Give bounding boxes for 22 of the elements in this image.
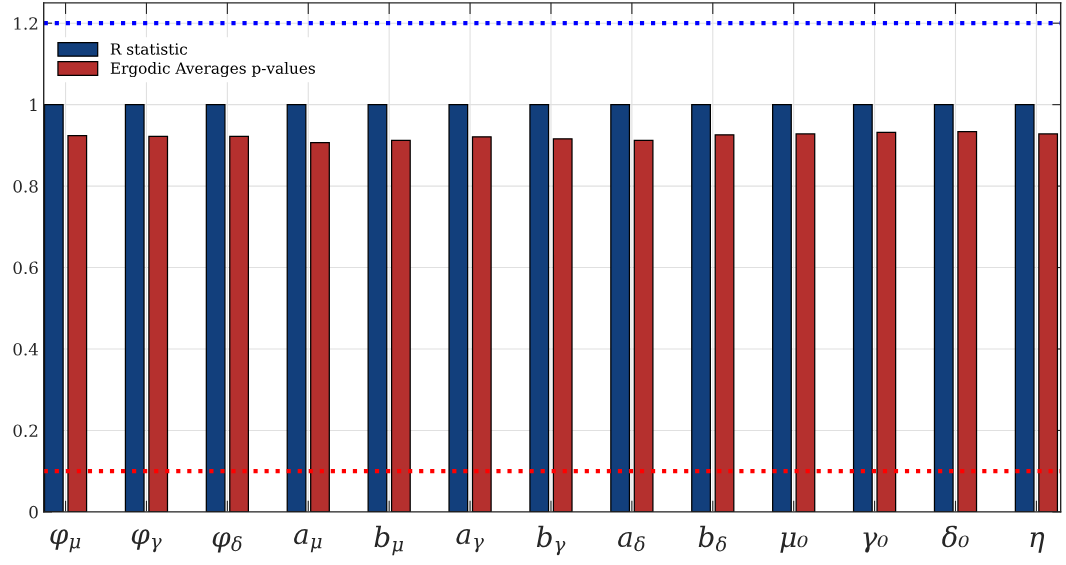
y-tick-label: 0.2 bbox=[13, 424, 38, 438]
x-tick-label: μ₀ bbox=[780, 532, 808, 553]
x-tick-label: δ₀ bbox=[942, 525, 969, 548]
y-tick-label: 0.4 bbox=[13, 342, 39, 356]
x-tick-label: φ$_{γ}$ bbox=[131, 529, 162, 553]
x-tick-label: b$_{δ}$ bbox=[698, 525, 727, 552]
y-tick-label: 0.8 bbox=[13, 180, 38, 193]
legend-label: R statistic bbox=[110, 43, 188, 55]
x-tick-label: a$_{γ}$ bbox=[456, 529, 484, 553]
x-tick-label: φ$_{δ}$ bbox=[212, 532, 242, 553]
x-tick-label: a$_{δ}$ bbox=[618, 531, 645, 552]
y-tick-label: 0 bbox=[29, 505, 38, 519]
x-tick-label: η bbox=[1030, 532, 1045, 553]
x-tick-label: γ₀ bbox=[863, 532, 888, 553]
y-tick-label: 1 bbox=[30, 98, 37, 111]
x-tick-label: φ$_{μ}$ bbox=[50, 529, 81, 553]
x-tick-label: b$_{μ}$ bbox=[374, 525, 404, 556]
y-tick-label: 0.6 bbox=[13, 261, 38, 275]
x-tick-label: a$_{μ}$ bbox=[294, 529, 322, 553]
x-tick-label: b$_{γ}$ bbox=[536, 525, 566, 556]
y-tick-label: 1.2 bbox=[14, 17, 38, 30]
legend-label: Ergodic Averages p-values bbox=[110, 62, 315, 78]
